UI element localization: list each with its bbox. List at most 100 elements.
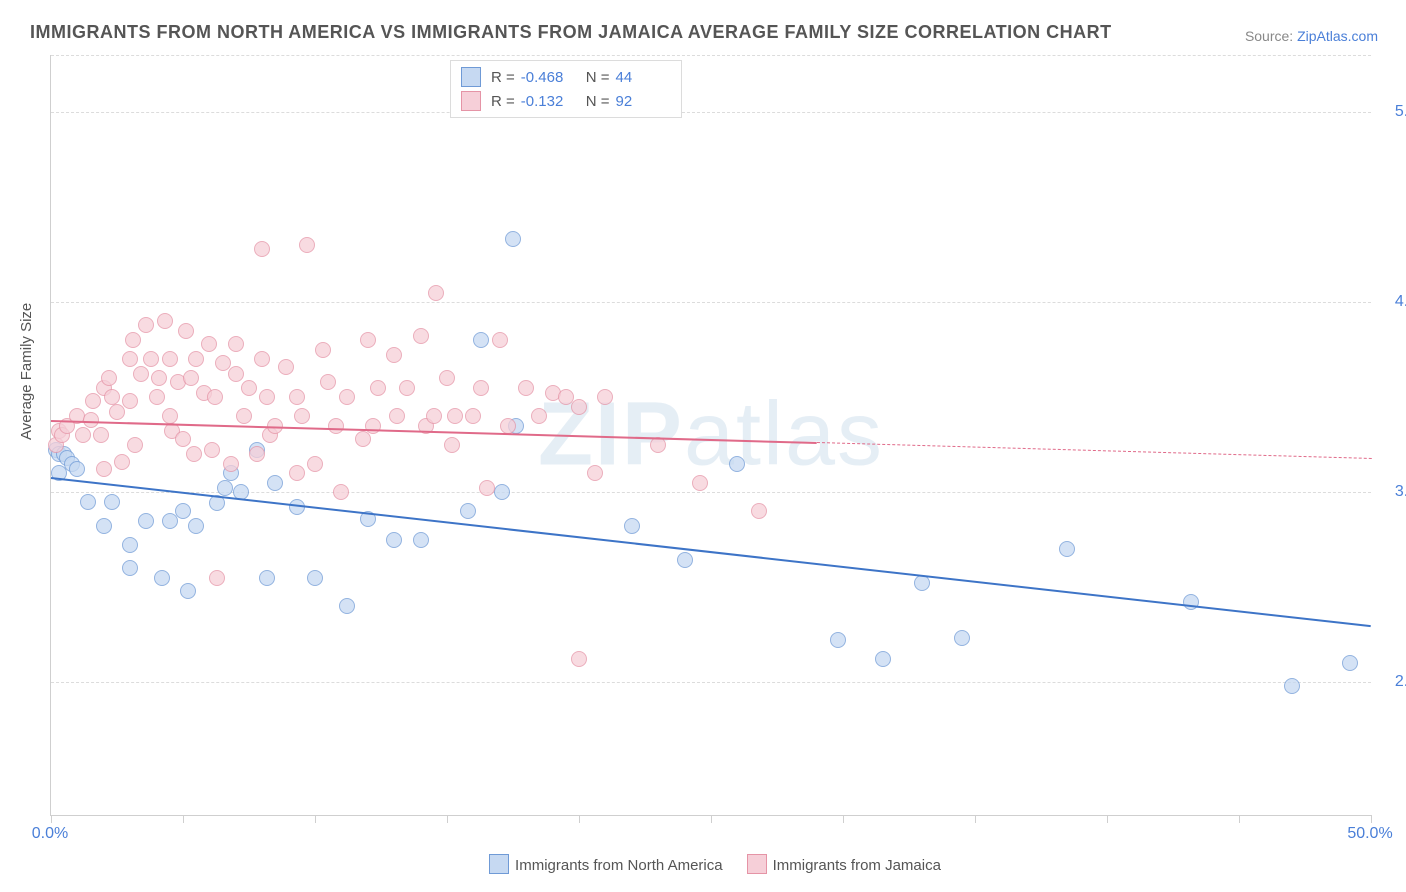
data-point bbox=[96, 461, 112, 477]
data-point bbox=[597, 389, 613, 405]
data-point bbox=[175, 431, 191, 447]
x-tick-label: 0.0% bbox=[32, 825, 68, 843]
x-tick bbox=[51, 815, 52, 823]
data-point bbox=[122, 393, 138, 409]
data-point bbox=[444, 437, 460, 453]
gridline bbox=[51, 682, 1371, 683]
page-title: IMMIGRANTS FROM NORTH AMERICA VS IMMIGRA… bbox=[30, 22, 1112, 43]
data-point bbox=[138, 513, 154, 529]
data-point bbox=[447, 408, 463, 424]
data-point bbox=[386, 347, 402, 363]
data-point bbox=[236, 408, 252, 424]
trend-line bbox=[51, 477, 1371, 627]
r-value: -0.132 bbox=[521, 93, 576, 110]
swatch-icon bbox=[461, 91, 481, 111]
data-point bbox=[122, 560, 138, 576]
data-point bbox=[93, 427, 109, 443]
swatch-icon bbox=[461, 67, 481, 87]
x-tick bbox=[447, 815, 448, 823]
source-prefix: Source: bbox=[1245, 28, 1297, 44]
x-tick bbox=[843, 815, 844, 823]
data-point bbox=[518, 380, 534, 396]
data-point bbox=[389, 408, 405, 424]
data-point bbox=[80, 494, 96, 510]
data-point bbox=[241, 380, 257, 396]
gridline bbox=[51, 112, 1371, 113]
data-point bbox=[180, 583, 196, 599]
data-point bbox=[223, 456, 239, 472]
legend-label: Immigrants from Jamaica bbox=[773, 857, 941, 874]
data-point bbox=[399, 380, 415, 396]
data-point bbox=[127, 437, 143, 453]
data-point bbox=[267, 475, 283, 491]
data-point bbox=[413, 328, 429, 344]
data-point bbox=[122, 537, 138, 553]
data-point bbox=[624, 518, 640, 534]
data-point bbox=[307, 570, 323, 586]
data-point bbox=[320, 374, 336, 390]
gridline bbox=[51, 55, 1371, 56]
data-point bbox=[751, 503, 767, 519]
data-point bbox=[413, 532, 429, 548]
stats-row: R =-0.132N =92 bbox=[461, 89, 671, 113]
data-point bbox=[143, 351, 159, 367]
x-tick-label: 50.0% bbox=[1347, 825, 1392, 843]
data-point bbox=[315, 342, 331, 358]
data-point bbox=[299, 237, 315, 253]
data-point bbox=[104, 389, 120, 405]
data-point bbox=[505, 231, 521, 247]
n-label: N = bbox=[586, 93, 610, 110]
data-point bbox=[465, 408, 481, 424]
data-point bbox=[151, 370, 167, 386]
data-point bbox=[954, 630, 970, 646]
data-point bbox=[339, 598, 355, 614]
data-point bbox=[83, 412, 99, 428]
swatch-icon bbox=[747, 854, 767, 874]
data-point bbox=[254, 351, 270, 367]
swatch-icon bbox=[489, 854, 509, 874]
data-point bbox=[201, 336, 217, 352]
data-point bbox=[328, 418, 344, 434]
r-value: -0.468 bbox=[521, 69, 576, 86]
data-point bbox=[473, 380, 489, 396]
data-point bbox=[69, 461, 85, 477]
data-point bbox=[217, 480, 233, 496]
legend-label: Immigrants from North America bbox=[515, 857, 723, 874]
gridline bbox=[51, 302, 1371, 303]
source-link[interactable]: ZipAtlas.com bbox=[1297, 28, 1378, 44]
data-point bbox=[228, 336, 244, 352]
x-tick bbox=[1107, 815, 1108, 823]
data-point bbox=[259, 570, 275, 586]
data-point bbox=[254, 241, 270, 257]
data-point bbox=[96, 518, 112, 534]
data-point bbox=[162, 408, 178, 424]
series-legend: Immigrants from North America Immigrants … bbox=[0, 854, 1406, 874]
y-tick-label: 5.00 bbox=[1395, 103, 1406, 121]
data-point bbox=[154, 570, 170, 586]
data-point bbox=[1342, 655, 1358, 671]
y-tick-label: 2.00 bbox=[1395, 673, 1406, 691]
data-point bbox=[492, 332, 508, 348]
n-value: 92 bbox=[616, 93, 671, 110]
data-point bbox=[460, 503, 476, 519]
data-point bbox=[333, 484, 349, 500]
r-label: R = bbox=[491, 69, 515, 86]
data-point bbox=[122, 351, 138, 367]
data-point bbox=[494, 484, 510, 500]
data-point bbox=[125, 332, 141, 348]
data-point bbox=[355, 431, 371, 447]
data-point bbox=[677, 552, 693, 568]
source-label: Source: ZipAtlas.com bbox=[1245, 28, 1378, 44]
x-tick bbox=[183, 815, 184, 823]
data-point bbox=[294, 408, 310, 424]
data-point bbox=[289, 389, 305, 405]
data-point bbox=[479, 480, 495, 496]
stats-legend: R =-0.468N =44R =-0.132N =92 bbox=[450, 60, 682, 118]
data-point bbox=[289, 465, 305, 481]
data-point bbox=[875, 651, 891, 667]
data-point bbox=[386, 532, 402, 548]
data-point bbox=[249, 446, 265, 462]
data-point bbox=[571, 399, 587, 415]
data-point bbox=[175, 503, 191, 519]
x-tick bbox=[711, 815, 712, 823]
